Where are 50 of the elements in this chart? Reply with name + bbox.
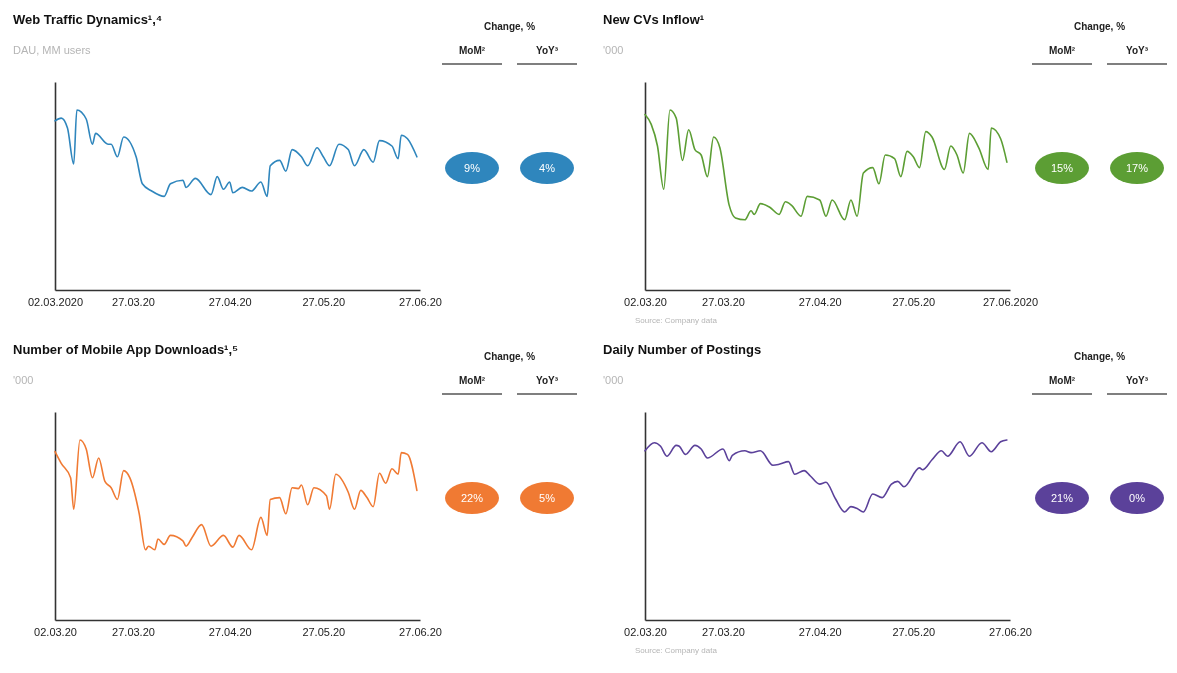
text: YoY³: [1125, 375, 1149, 386]
x-tick-label: 27.05.20: [892, 295, 936, 308]
chart-subtitle: '000: [603, 374, 624, 386]
text: 5%: [539, 492, 556, 504]
text: Change, %: [483, 21, 536, 32]
text: 9%: [464, 162, 481, 174]
source-note: Source: Company data: [635, 646, 718, 655]
chart-title: Web Traffic Dynamics¹,⁴: [13, 12, 163, 27]
x-tick-label: 27.06.20: [399, 295, 442, 308]
text: 0%: [1129, 492, 1146, 504]
chart-title: Number of Mobile App Downloads¹,⁵: [13, 342, 239, 357]
text: YoY³: [535, 45, 559, 56]
x-tick-label: 27.03.20: [112, 625, 155, 638]
text: MoM²: [1048, 375, 1076, 386]
text: Change, %: [1073, 351, 1126, 362]
text: YoY³: [535, 375, 559, 386]
x-tick-label: 27.04.20: [208, 295, 252, 308]
chart-subtitle: DAU, MM users: [13, 44, 92, 56]
chart-title: Daily Number of Postings: [603, 342, 762, 357]
x-tick-label: 27.06.2020: [982, 295, 1039, 308]
x-tick-label: 27.04.20: [208, 625, 252, 638]
text: 21%: [1050, 492, 1074, 504]
x-tick-label: 27.03.20: [702, 295, 745, 308]
x-tick-label: 27.06.20: [399, 625, 442, 638]
x-tick-label: 27.03.20: [702, 625, 745, 638]
x-tick-label: 27.05.20: [302, 295, 346, 308]
text: MoM²: [1048, 45, 1076, 56]
text: MoM²: [458, 45, 486, 56]
chart-title: New CVs Inflow¹: [603, 12, 705, 27]
source-note: Source: Company data: [635, 316, 718, 325]
text: Change, %: [483, 351, 536, 362]
text: Change, %: [1073, 21, 1126, 32]
text: 15%: [1050, 162, 1074, 174]
x-tick-label: 27.05.20: [892, 625, 936, 638]
chart-subtitle: '000: [603, 44, 624, 56]
text: 17%: [1125, 162, 1149, 174]
x-tick-label: 27.05.20: [302, 625, 346, 638]
text: YoY³: [1125, 45, 1149, 56]
x-tick-label: 27.04.20: [798, 295, 842, 308]
x-tick-label: 02.03.20: [624, 295, 667, 308]
x-tick-label: 02.03.20: [34, 625, 77, 638]
text: 4%: [539, 162, 556, 174]
x-tick-label: 27.06.20: [989, 625, 1032, 638]
chart-subtitle: '000: [13, 374, 34, 386]
x-tick-label: 02.03.2020: [27, 295, 84, 308]
text: 22%: [460, 492, 484, 504]
x-tick-label: 27.04.20: [798, 625, 842, 638]
x-tick-label: 27.03.20: [112, 295, 155, 308]
x-tick-label: 02.03.20: [624, 625, 667, 638]
text: MoM²: [458, 375, 486, 386]
